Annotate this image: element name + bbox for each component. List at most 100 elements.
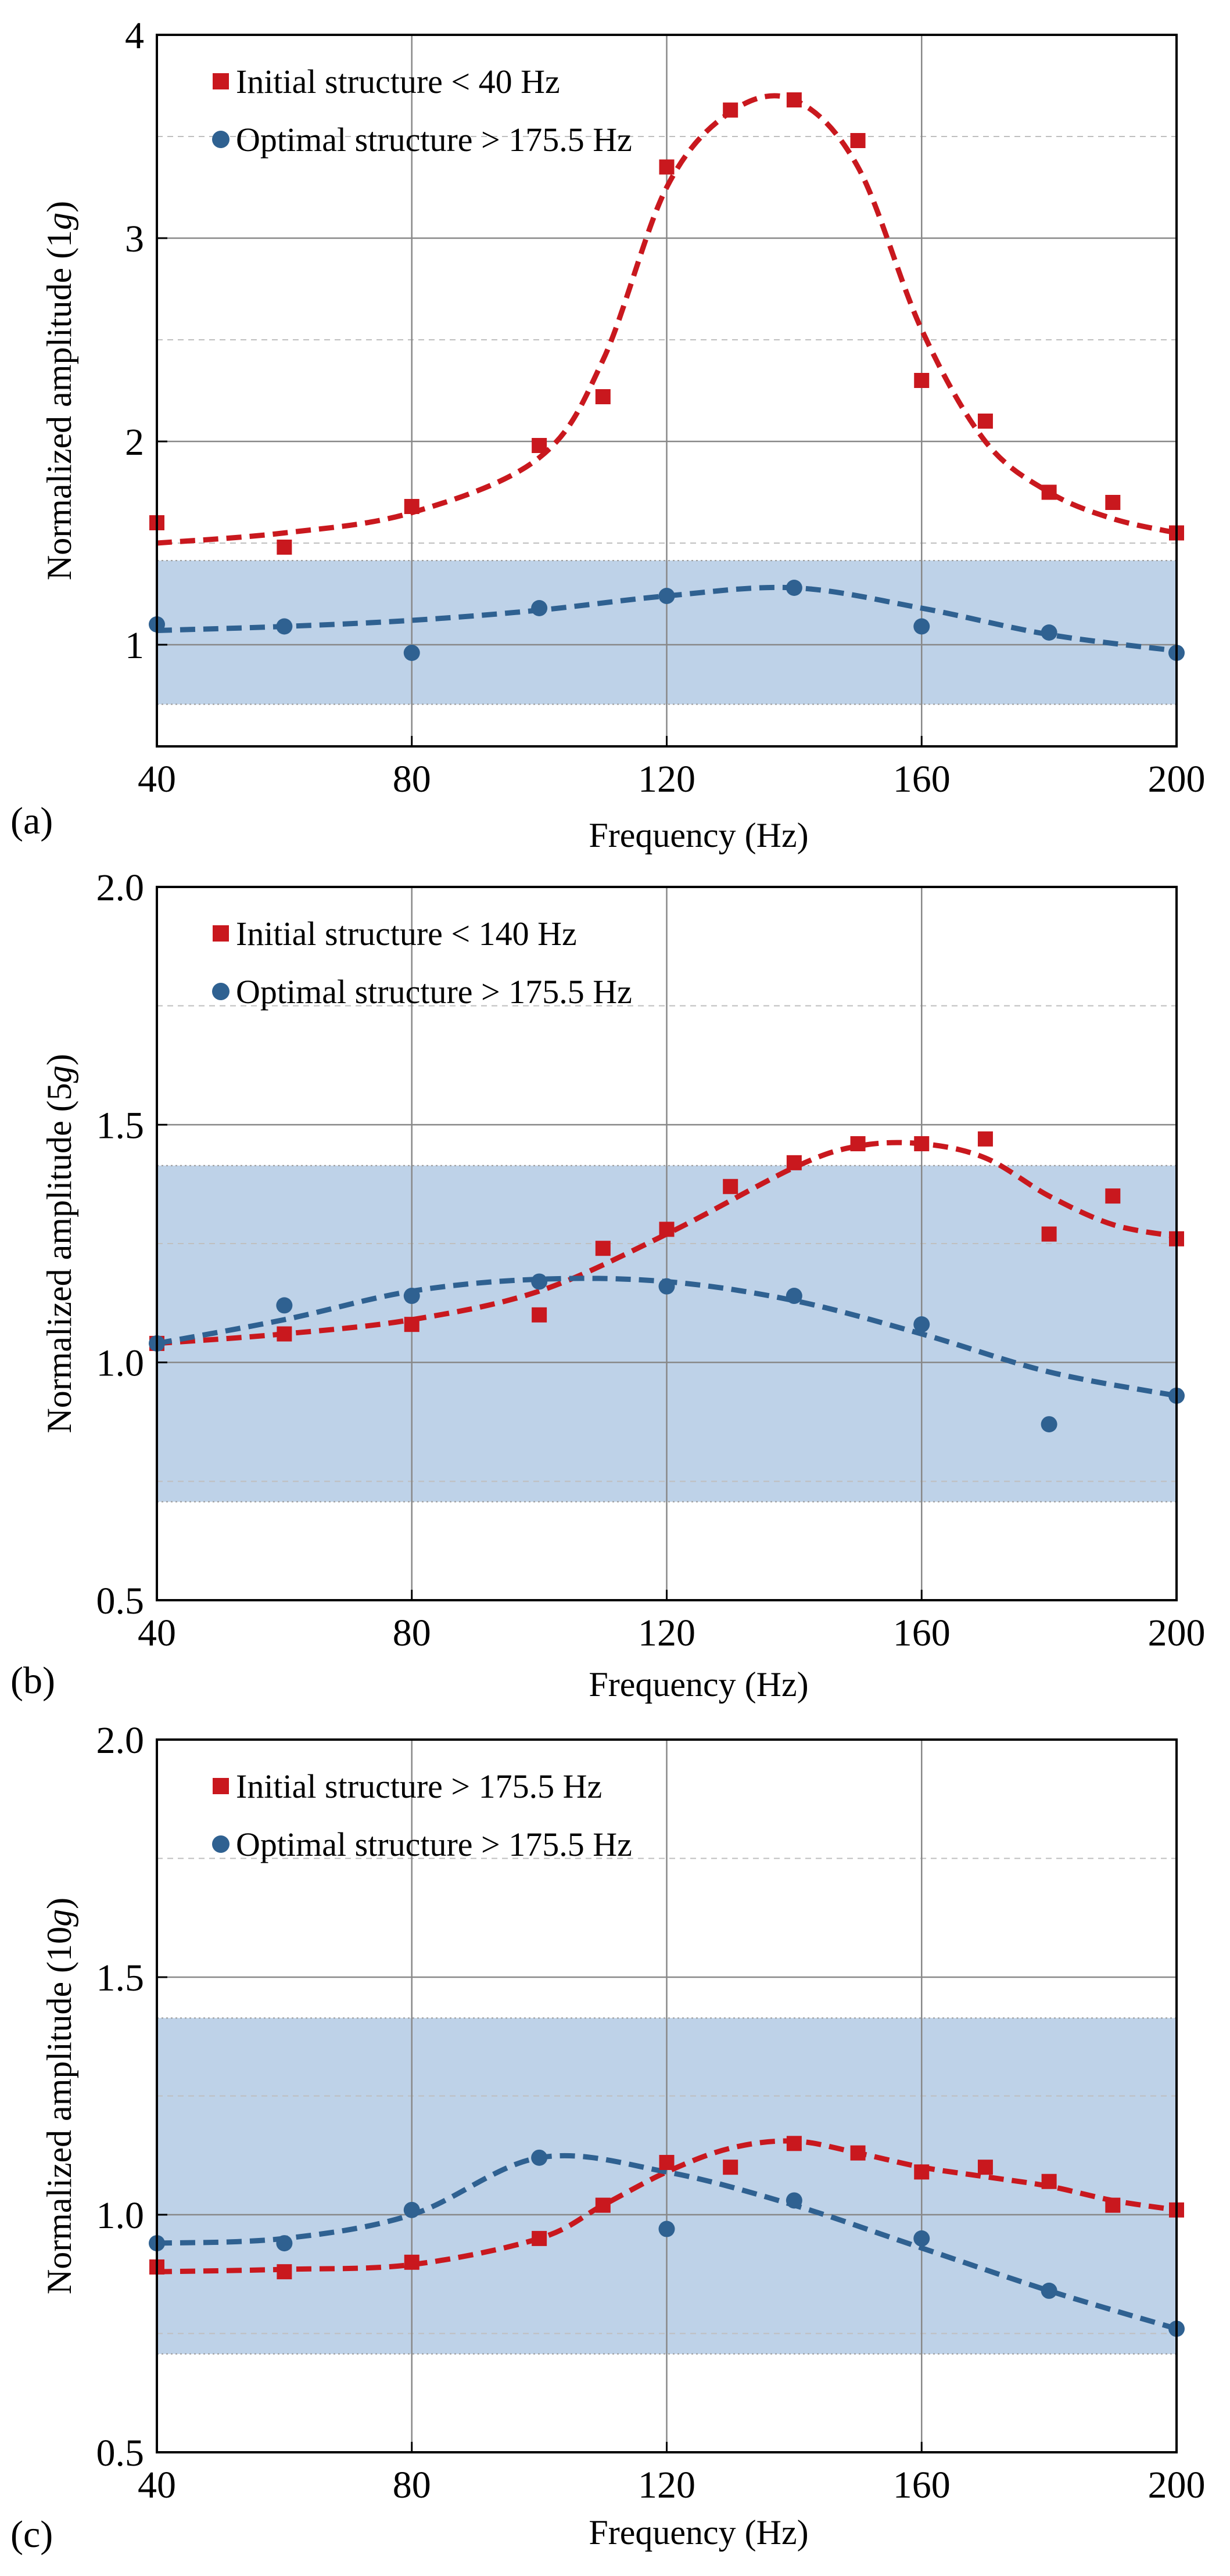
data-point-optimal: [913, 2230, 930, 2247]
data-point-initial: [277, 540, 292, 555]
data-point-optimal: [913, 1316, 930, 1333]
x-tick-label: 40: [138, 2464, 176, 2506]
x-tick-label: 80: [393, 758, 431, 800]
x-tick-label: 160: [893, 1612, 951, 1654]
chart-panel-1: 40 80 120 160 200 1 2 3 4 Frequency (Hz) Normalize…: [10, 15, 1206, 854]
panel-label: (a): [10, 800, 53, 842]
data-point-optimal: [403, 1288, 420, 1305]
data-point-optimal: [403, 2201, 420, 2218]
panel-label: (b): [10, 1659, 55, 1702]
x-axis-label: Frequency (Hz): [589, 1665, 808, 1704]
chart-panel-2: 40 80 120 160 200 0.5 1.0 1.5 2.0 Frequency (Hz) N…: [10, 867, 1206, 1704]
x-tick-label: 200: [1148, 758, 1206, 800]
data-point-initial: [277, 2264, 292, 2280]
data-point-initial: [723, 2160, 738, 2175]
data-point-optimal: [276, 618, 293, 635]
data-point-initial: [532, 1307, 547, 1323]
data-point-optimal: [1041, 624, 1057, 641]
data-point-initial: [404, 499, 419, 514]
data-point-initial: [850, 2145, 866, 2161]
legend-marker-optimal: [212, 1835, 229, 1853]
data-point-initial: [1105, 2197, 1121, 2213]
x-tick-label: 200: [1148, 1612, 1206, 1654]
data-point-initial: [977, 1131, 993, 1147]
legend-marker-initial: [213, 1778, 229, 1794]
legend-marker-initial: [213, 925, 229, 942]
data-point-initial: [914, 2164, 930, 2180]
data-point-optimal: [658, 2221, 675, 2237]
data-point-optimal: [786, 1288, 802, 1305]
data-point-optimal: [658, 1278, 675, 1295]
y-tick-label: 1.0: [96, 1342, 145, 1385]
fit-curve-initial: [156, 2138, 1177, 2275]
legend: Initial structure > 175.5 Hz Optimal stru…: [212, 1767, 632, 1863]
data-point-initial: [786, 1155, 802, 1170]
x-tick-label: 160: [893, 758, 951, 800]
y-tick-label: 1: [125, 624, 144, 667]
legend-marker-optimal: [212, 983, 229, 1000]
data-point-initial: [723, 1179, 738, 1194]
x-axis-label: Frequency (Hz): [589, 2513, 808, 2552]
data-point-optimal: [403, 645, 420, 661]
y-tick-label: 1.5: [96, 1957, 145, 1999]
data-point-initial: [595, 1241, 611, 1256]
y-tick-label: 2: [125, 421, 144, 464]
data-point-initial: [1041, 484, 1057, 500]
fit-curve-optimal: [156, 2153, 1178, 2331]
fit-curve-optimal: [156, 584, 1177, 653]
y-axis-label: Normalized amplitude (10g): [40, 1898, 78, 2294]
x-tick-label: 80: [393, 2464, 431, 2506]
data-point-initial: [977, 2160, 993, 2175]
y-tick-label: 0.5: [96, 2432, 145, 2474]
x-tick-label: 40: [138, 758, 176, 800]
data-point-initial: [659, 159, 675, 175]
x-axis-label: Frequency (Hz): [589, 816, 808, 854]
legend-marker-optimal: [212, 131, 229, 148]
data-point-initial: [786, 2136, 802, 2151]
legend: Initial structure < 40 Hz Optimal structu…: [212, 63, 632, 159]
data-point-optimal: [531, 2149, 548, 2166]
data-point-optimal: [531, 1273, 548, 1290]
legend-label: Optimal structure > 175.5 Hz: [236, 121, 632, 159]
data-point-optimal: [786, 580, 802, 596]
data-point-initial: [595, 389, 611, 404]
data-point-initial: [786, 92, 802, 107]
data-point-initial: [404, 1317, 419, 1332]
y-tick-label: 2.0: [96, 867, 145, 909]
data-point-initial: [1105, 495, 1121, 510]
legend-label: Initial structure < 140 Hz: [236, 915, 577, 953]
x-tick-label: 120: [638, 758, 695, 800]
data-point-optimal: [276, 1297, 293, 1314]
y-tick-label: 4: [125, 15, 144, 57]
data-point-initial: [723, 102, 738, 118]
chart-panel-3: 40 80 120 160 200 0.5 1.0 1.5 2.0 Frequency (Hz) N…: [10, 1719, 1206, 2556]
legend-label: Optimal structure > 175.5 Hz: [236, 973, 632, 1011]
data-point-optimal: [1041, 2282, 1057, 2299]
data-point-initial: [532, 438, 547, 453]
data-point-initial: [1105, 1188, 1121, 1204]
data-point-initial: [277, 1326, 292, 1342]
y-tick-label: 3: [125, 218, 144, 260]
data-point-initial: [850, 1136, 866, 1152]
y-tick-label: 0.5: [96, 1580, 145, 1622]
y-tick-label: 1.5: [96, 1104, 145, 1147]
data-point-optimal: [658, 588, 675, 604]
x-tick-label: 200: [1148, 2464, 1206, 2506]
data-point-initial: [977, 414, 993, 429]
y-axis-label: Normalized amplitude (5g): [40, 1054, 78, 1433]
legend-label: Initial structure < 40 Hz: [236, 63, 560, 100]
data-point-initial: [404, 2254, 419, 2270]
data-point-optimal: [913, 618, 930, 635]
data-point-initial: [1041, 2173, 1057, 2189]
data-point-initial: [850, 133, 866, 148]
legend-label: Initial structure > 175.5 Hz: [236, 1767, 602, 1805]
data-point-initial: [1041, 1226, 1057, 1242]
x-tick-label: 120: [638, 1612, 695, 1654]
data-point-optimal: [531, 600, 548, 616]
fit-curve-initial: [156, 1140, 1177, 1346]
x-tick-label: 80: [393, 1612, 431, 1654]
x-tick-label: 160: [893, 2464, 951, 2506]
data-point-initial: [659, 2155, 675, 2171]
data-point-optimal: [276, 2235, 293, 2252]
data-point-initial: [914, 373, 930, 388]
